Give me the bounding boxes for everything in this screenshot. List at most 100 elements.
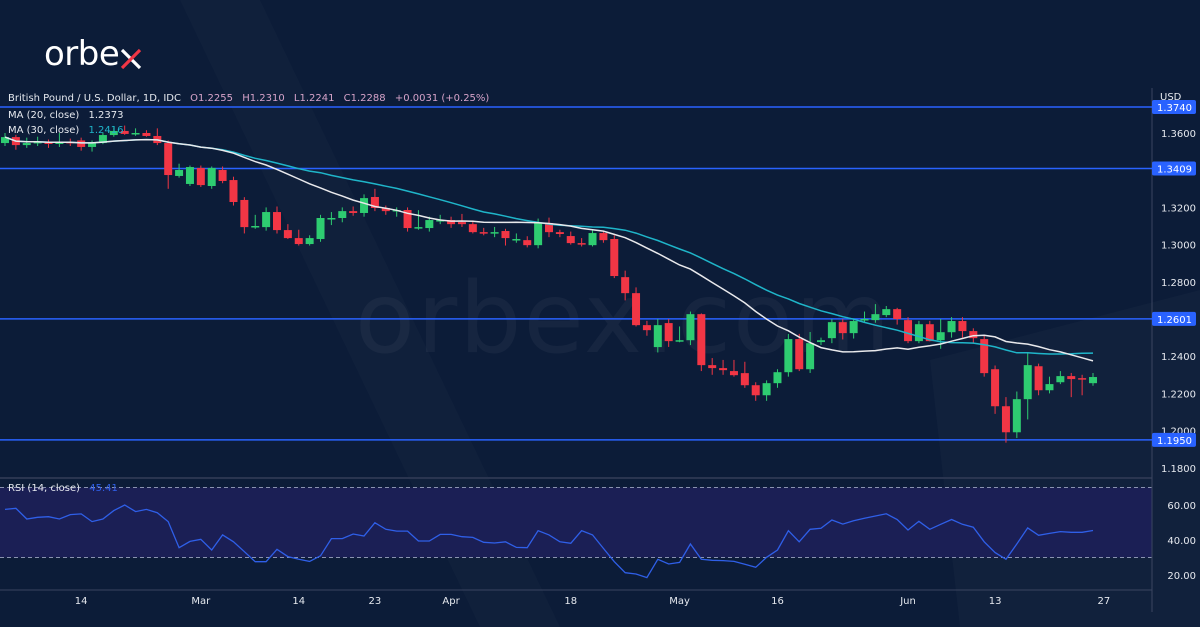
rsi-value: 45.41 (89, 483, 118, 494)
price-tick-label: 1.2800 (1161, 278, 1196, 289)
candle-bearish (44, 141, 53, 144)
high-value: H1.2310 (242, 93, 285, 104)
rsi-band (0, 487, 1152, 558)
candle-bullish (534, 223, 543, 246)
price-tick-label: 1.3600 (1161, 129, 1196, 140)
candle-bearish (980, 339, 989, 374)
rsi-tick-label: 40.00 (1167, 536, 1196, 547)
candle-bearish (632, 293, 641, 326)
ma20-legend[interactable]: MA (20, close) 1.2373 (8, 110, 123, 121)
candle-bearish (969, 331, 978, 339)
level-price-label: 1.3740 (1157, 103, 1192, 114)
candle-bearish (545, 223, 553, 233)
candle-bullish (817, 340, 825, 343)
candle-bearish (381, 207, 390, 212)
candle-bullish (1023, 365, 1032, 400)
logo-text: orbe (44, 34, 120, 74)
time-axis-label: 14 (75, 596, 88, 607)
price-tick-label: 1.2200 (1161, 389, 1196, 400)
price-tick-label: 1.2400 (1161, 352, 1196, 363)
ma20-line (4, 136, 1094, 362)
candle-bullish (305, 238, 314, 245)
symbol-name: British Pound / U.S. Dollar, 1D, IDC (8, 93, 181, 104)
candle-bullish (175, 170, 184, 176)
candle-bearish (621, 277, 630, 294)
candle-bearish (142, 133, 151, 136)
candle-bearish (566, 236, 575, 244)
ma20-value: 1.2373 (88, 110, 124, 121)
candle-bearish (577, 243, 586, 245)
candle-bullish (849, 321, 858, 334)
candle-bearish (795, 339, 804, 370)
time-axis-label: Mar (191, 596, 211, 607)
rsi-tick-label: 60.00 (1167, 501, 1196, 512)
candle-bearish (403, 210, 412, 229)
candle-bullish (316, 218, 325, 240)
candle-bullish (860, 319, 869, 321)
candle-bearish (229, 180, 238, 203)
price-tick-label: 1.1800 (1161, 464, 1196, 475)
candle-bullish (207, 167, 216, 187)
low-value: L1.2241 (293, 93, 335, 104)
candle-bearish (1034, 366, 1043, 391)
candle-bearish (447, 220, 456, 225)
candle-bearish (196, 167, 205, 186)
level-price-badge (1152, 99, 1196, 114)
candle-bullish (686, 314, 695, 341)
candle-bullish (327, 218, 336, 220)
change-value: +0.0031 (+0.25%) (394, 93, 490, 104)
candle-bullish (131, 133, 140, 135)
time-axis-label: 13 (989, 596, 1002, 607)
time-axis-label: 27 (1098, 596, 1111, 607)
candle-bearish (283, 230, 292, 239)
time-axis-label: Apr (442, 596, 460, 607)
time-axis-label: 16 (771, 596, 784, 607)
candle-bullish (773, 372, 782, 384)
currency-label: USD (1160, 92, 1182, 103)
level-price-label: 1.1950 (1157, 436, 1192, 447)
candle-bearish (349, 211, 358, 213)
price-tick-label: 1.3000 (1161, 241, 1196, 252)
ma20-label: MA (20, close) (8, 110, 80, 121)
candle-bullish (55, 141, 64, 144)
candle-bearish (501, 231, 510, 239)
time-axis-label: 23 (369, 596, 382, 607)
symbol-legend: British Pound / U.S. Dollar, 1D, IDC O1.… (8, 93, 489, 104)
candle-bullish (512, 239, 521, 241)
open-value: O1.2255 (190, 93, 234, 104)
level-price-badge (1152, 432, 1196, 447)
candle-bearish (958, 321, 967, 332)
ma30-legend[interactable]: MA (30, close) 1.2416 (8, 125, 123, 136)
candle-bullish (98, 135, 107, 144)
time-axis-label: May (669, 596, 690, 607)
candle-bearish (1067, 376, 1076, 380)
candle-bullish (414, 227, 423, 229)
candle-bullish (784, 339, 793, 373)
candle-bullish (1089, 377, 1097, 384)
candle-bearish (708, 365, 717, 369)
candle-bullish (490, 232, 499, 234)
price-tick-label: 1.2000 (1161, 427, 1196, 438)
candle-bullish (1045, 384, 1054, 391)
candle-bullish (806, 343, 815, 370)
candle-bearish (164, 143, 173, 176)
candle-bearish (751, 385, 760, 396)
candle-bearish (697, 314, 706, 366)
candle-bearish (479, 232, 488, 234)
candle-bearish (120, 130, 129, 134)
candle-bullish (588, 233, 597, 246)
candle-bearish (468, 224, 477, 233)
time-axis-label: 18 (564, 596, 577, 607)
candle-bearish (893, 309, 902, 319)
candle-bearish (294, 238, 303, 245)
level-price-badge (1152, 161, 1196, 176)
candle-bearish (925, 324, 934, 342)
candle-bearish (273, 212, 281, 231)
candle-bullish (360, 198, 369, 213)
candle-bearish (599, 233, 608, 241)
ma30-value: 1.2416 (88, 125, 124, 136)
rsi-legend[interactable]: RSI (14, close) 45.41 (8, 483, 118, 494)
candle-bullish (425, 220, 434, 229)
candle-bullish (871, 314, 880, 321)
